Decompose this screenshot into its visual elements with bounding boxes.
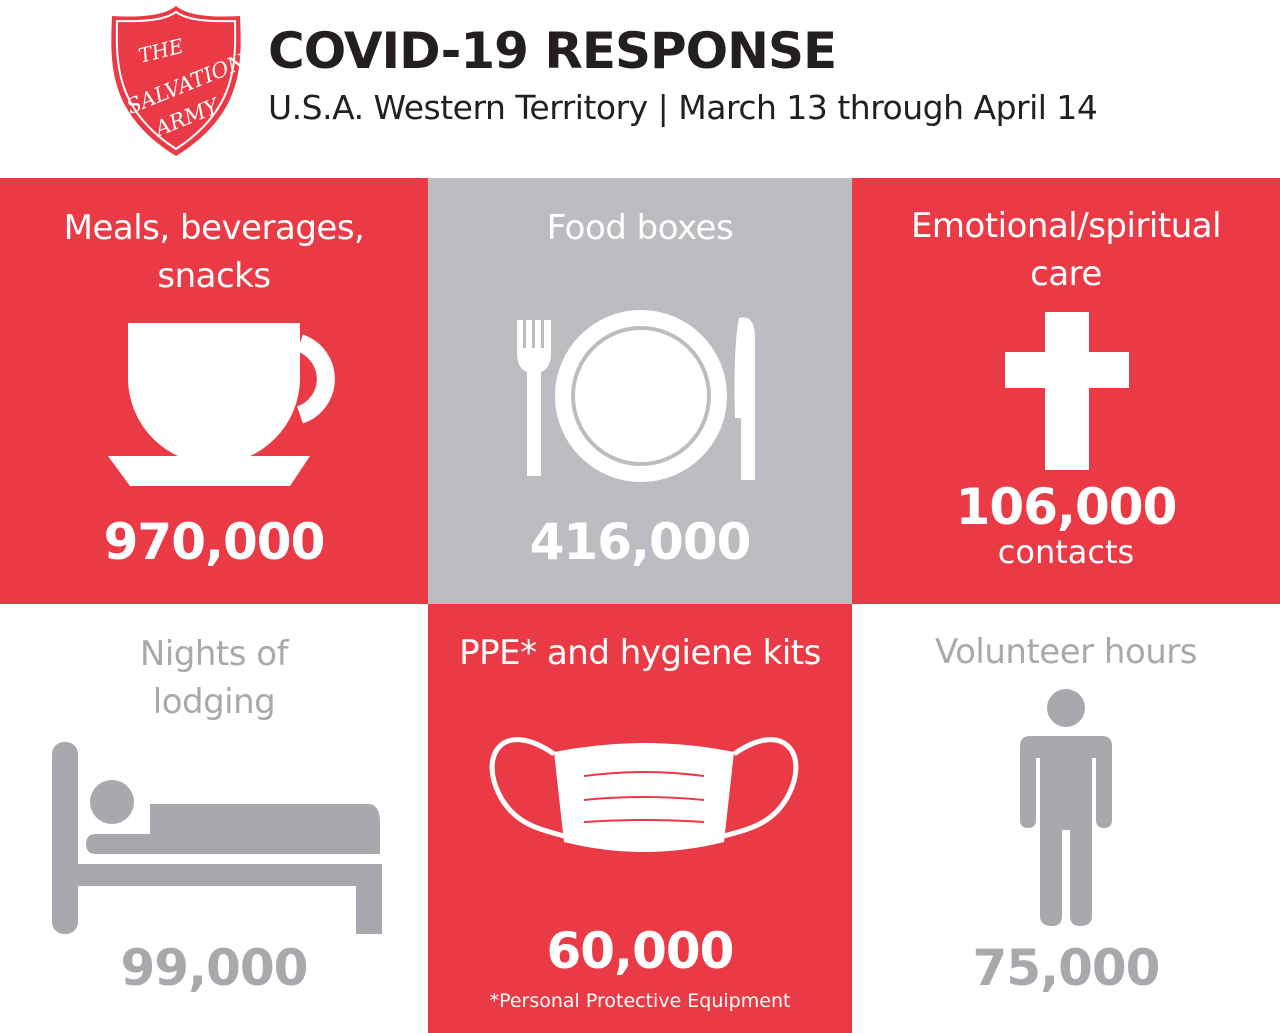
stat-meals: Meals, beverages, snacks 970,000: [0, 178, 428, 604]
person-icon: [1020, 689, 1112, 926]
stat-ppe: PPE* and hygiene kits 60,000 *Personal P…: [428, 604, 852, 1033]
stat-value: 60,000: [546, 922, 735, 980]
stat-label: Emotional/spiritual: [910, 206, 1222, 246]
stat-label: care: [1030, 254, 1102, 294]
salvation-army-logo: THE SALVATION ARMY: [111, 6, 244, 156]
cross-icon: [1005, 312, 1129, 470]
stat-unit: contacts: [997, 533, 1135, 571]
stat-emotional-care: Emotional/spiritual care 106,000 contacts: [852, 178, 1280, 604]
stat-value: 970,000: [103, 513, 326, 571]
stat-value: 106,000: [955, 478, 1178, 536]
coffee-cup-icon: [108, 323, 335, 486]
bed-icon: [52, 742, 382, 934]
page-title: COVID-19 RESPONSE: [268, 22, 837, 80]
stat-value: 99,000: [120, 939, 309, 997]
stat-lodging: Nights of lodging 99,000: [0, 604, 428, 1033]
stat-volunteer-hours: Volunteer hours 75,000: [852, 604, 1280, 1033]
stat-label: Volunteer hours: [934, 632, 1198, 672]
stat-label: PPE* and hygiene kits: [459, 633, 821, 673]
stat-label: Meals, beverages,: [63, 208, 365, 248]
stat-label: Nights of: [139, 634, 289, 674]
stat-label: snacks: [157, 256, 271, 296]
page-subtitle: U.S.A. Western Territory | March 13 thro…: [268, 88, 1098, 127]
plate-fork-knife-icon: [517, 310, 755, 482]
stat-label: Food boxes: [546, 208, 734, 248]
stat-label: lodging: [152, 682, 276, 722]
face-mask-icon: [489, 737, 799, 852]
footnote: *Personal Protective Equipment: [489, 990, 791, 1012]
stat-value: 416,000: [529, 513, 752, 571]
stat-food-boxes: Food boxes 416,000: [428, 178, 852, 604]
stat-value: 75,000: [972, 939, 1161, 997]
